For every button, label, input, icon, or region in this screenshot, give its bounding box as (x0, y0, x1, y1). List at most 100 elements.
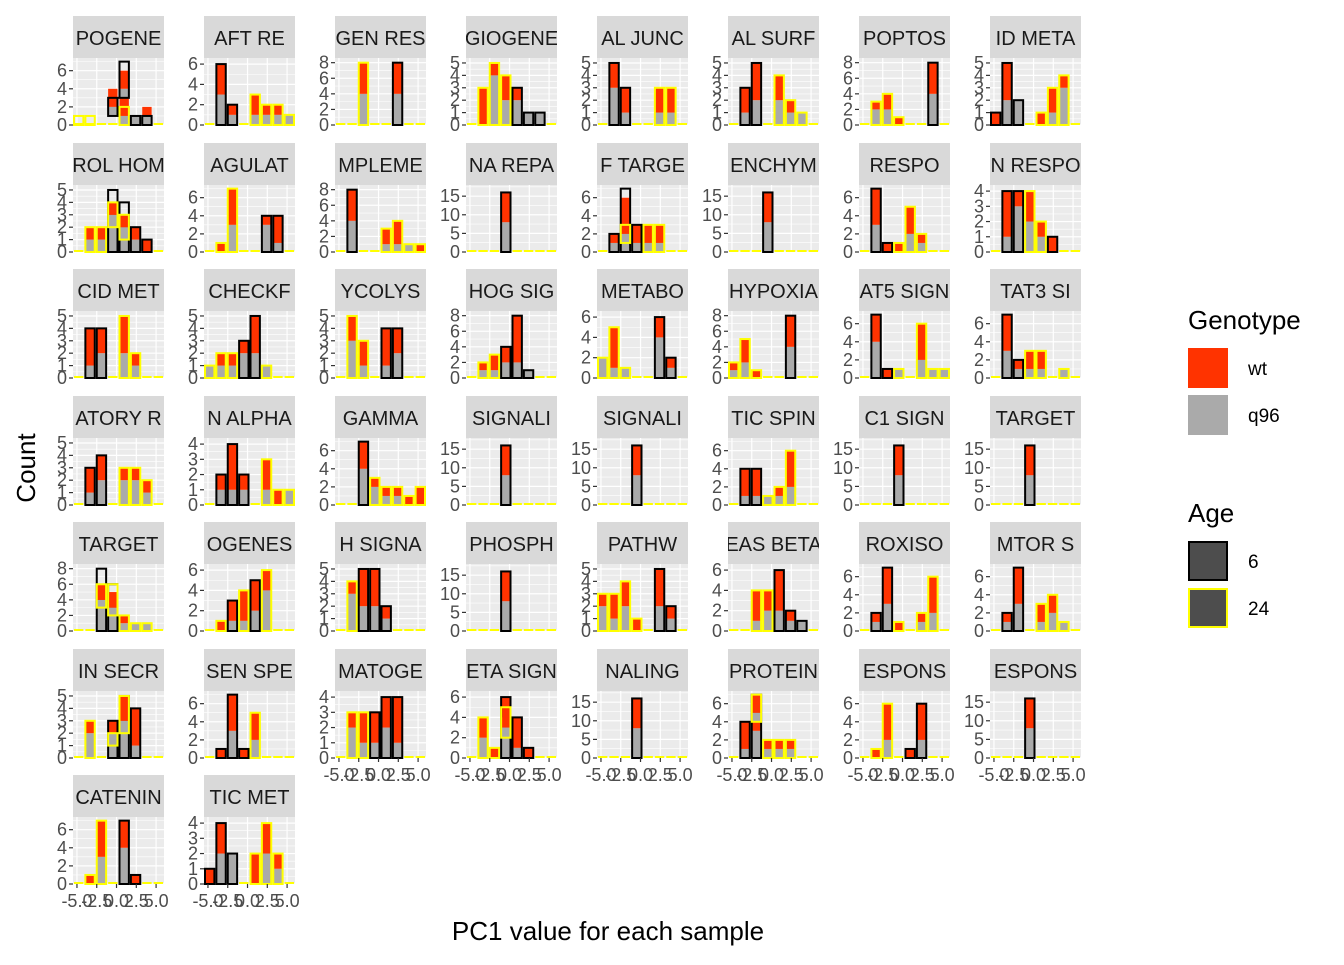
bar-outline (1046, 593, 1059, 633)
x-tick-label: 0.0 (104, 891, 129, 911)
bar-outline (1024, 444, 1036, 507)
bar-segment-q96 (871, 224, 881, 252)
bar-segment-wt (512, 87, 522, 101)
bar-segment-wt (96, 455, 107, 481)
y-tick-label: 2 (188, 730, 198, 750)
y-tick-label: 0 (974, 242, 984, 262)
bar-outline (391, 696, 404, 759)
bar-outline (534, 111, 546, 126)
facet-strip (728, 269, 819, 311)
y-tick-label: 4 (188, 712, 198, 732)
bar-segment-wt (512, 315, 522, 363)
bar-segment-q96 (392, 742, 403, 758)
facet-strip-label: N ALPHA (207, 408, 292, 430)
bar-segment-q96 (227, 853, 238, 884)
bar-outline (95, 226, 108, 253)
facet-strip (990, 269, 1081, 311)
y-tick-label: 2 (188, 601, 198, 621)
bar-segment-wt (250, 94, 260, 115)
bar-segment-wt (261, 104, 272, 115)
bar-segment-wt (740, 468, 750, 496)
bar-segment-q96 (654, 242, 665, 252)
bar-outline (511, 86, 523, 126)
bar-segment-q96 (239, 620, 249, 631)
bar-segment-q96 (284, 489, 294, 505)
bar-outline (653, 316, 666, 380)
bar-segment-wt (1025, 350, 1035, 369)
bar-segment-wt (119, 70, 129, 89)
facet-strip (204, 269, 295, 311)
y-tick-label: 0 (57, 368, 67, 388)
facet-strip (728, 522, 819, 564)
bar-segment-q96 (347, 220, 357, 252)
bar-outline (619, 223, 632, 244)
bar-outline (750, 693, 763, 723)
y-tick-label: 5 (450, 223, 460, 243)
y-tick-label: 3 (188, 331, 198, 351)
bar-outline (215, 352, 227, 379)
y-tick-label: 0 (843, 242, 853, 262)
facet-strip (728, 649, 819, 691)
y-tick-label: 1 (319, 356, 329, 376)
bar-outline (1035, 349, 1047, 379)
bar-segment-q96 (381, 495, 391, 505)
bar-segment-wt (358, 568, 369, 607)
bar-outline (141, 114, 153, 126)
bar-segment-q96 (916, 242, 927, 252)
bar-outline (84, 466, 96, 506)
bar-segment-wt (729, 362, 739, 371)
bar-segment-wt (358, 441, 369, 469)
bar-segment-wt (261, 823, 272, 854)
bar-segment-wt (216, 474, 226, 490)
bar-segment-q96 (273, 114, 283, 125)
y-tick-label: 0 (581, 748, 591, 768)
bar-outline (631, 617, 643, 632)
bar-outline (215, 822, 227, 885)
bar-segment-wt (501, 445, 511, 476)
legend-key-age-6 (1188, 541, 1228, 581)
bar-segment-q96 (381, 365, 391, 378)
bar-segment-wt (85, 227, 95, 240)
bar-segment-q96 (916, 621, 927, 631)
bar-outline (238, 473, 250, 506)
facet-strip (204, 16, 295, 58)
bar-outline (357, 711, 370, 759)
bar-outline (1012, 566, 1025, 633)
y-tick-label: 4 (57, 590, 67, 610)
bar-segment-wt (654, 224, 665, 243)
bar-segment-wt (108, 592, 118, 608)
bar-outline (380, 485, 392, 507)
y-tick-label: 0 (712, 368, 722, 388)
bar-segment-wt (273, 489, 283, 505)
bar-outline (357, 61, 370, 126)
y-tick-label: 0 (581, 621, 591, 641)
y-tick-label: 15 (702, 186, 722, 206)
y-tick-label: 5 (57, 686, 67, 706)
x-tick-label: -5.0 (585, 765, 616, 785)
facet-strip (859, 649, 950, 691)
x-tick-label: 0.0 (1021, 765, 1046, 785)
bar-segment-wt (205, 868, 215, 884)
bar-outline (762, 589, 774, 632)
bar-segment-q96 (261, 590, 272, 631)
x-tick-label: 0.0 (628, 765, 653, 785)
facet-strip-label: ETA SIGN (466, 661, 557, 683)
bar-outline (346, 580, 358, 632)
bar-segment-q96 (250, 739, 260, 758)
bar-segment-q96 (1059, 87, 1069, 125)
bar-outline (500, 444, 512, 507)
x-tick-label: -5.0 (847, 765, 878, 785)
bar-outline (118, 60, 130, 99)
bar-segment-wt (1036, 350, 1046, 369)
bar-segment-wt (415, 486, 425, 505)
facet-strip (335, 522, 426, 564)
bar-segment-wt (894, 621, 904, 631)
y-tick-label: 6 (319, 68, 329, 88)
bar-segment-wt (654, 87, 665, 113)
x-tick-label: 5.0 (799, 765, 824, 785)
